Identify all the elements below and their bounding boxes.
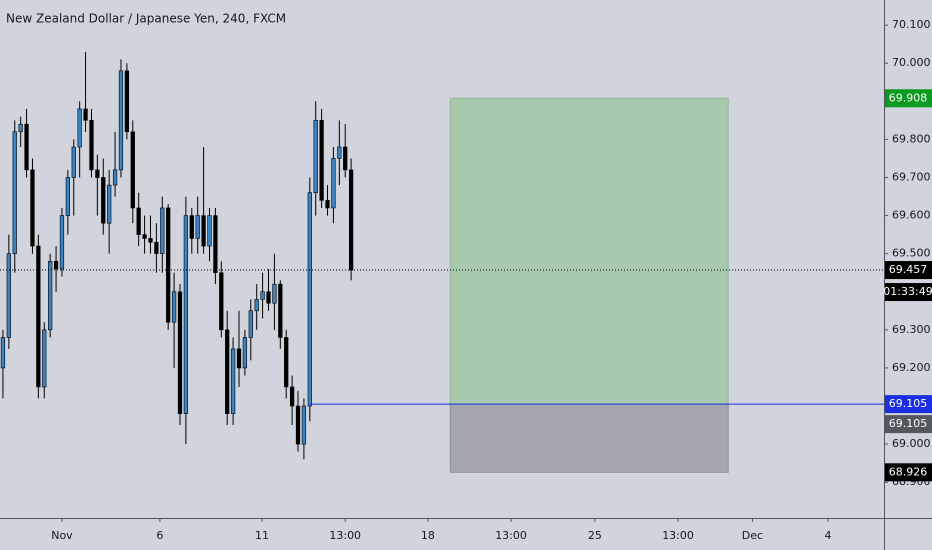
y-tick-label: 69.800 — [892, 132, 931, 145]
candle-body — [95, 169, 100, 178]
y-tick-label: 69.300 — [892, 323, 931, 336]
candle-body — [89, 120, 94, 171]
candle-body — [278, 283, 283, 338]
candle-body — [337, 146, 342, 159]
y-tick-label: 69.600 — [892, 209, 931, 222]
candle-body — [166, 207, 171, 323]
candle-body — [107, 184, 112, 224]
plot-area — [0, 51, 884, 473]
candle-body — [130, 131, 135, 209]
candle-body — [65, 177, 70, 216]
candle-body — [124, 70, 130, 133]
candle-body — [325, 200, 330, 209]
candle-body — [201, 215, 206, 247]
chart-title: New Zealand Dollar / Japanese Yen, 240, … — [6, 12, 286, 26]
candle-body — [171, 291, 177, 323]
candle-body — [18, 123, 23, 133]
y-tick-label: 70.100 — [892, 18, 931, 31]
candle-body — [12, 131, 17, 254]
candle-body — [42, 329, 47, 388]
candle-body — [331, 158, 336, 209]
stop-badge-label: 68.926 — [889, 465, 928, 478]
candle-body — [248, 310, 253, 338]
candle-body — [295, 405, 301, 445]
candle-body — [142, 234, 147, 239]
candle-body — [307, 192, 312, 407]
y-tick-label: 69.500 — [892, 247, 931, 260]
entry-badge-label: 69.105 — [889, 417, 928, 430]
candle-body — [289, 386, 295, 407]
candle-body — [183, 215, 189, 414]
candle-body — [112, 169, 118, 186]
candle-body — [160, 207, 165, 254]
y-tick-label: 69.000 — [892, 437, 931, 450]
loss-zone — [449, 403, 729, 473]
candle-body — [225, 329, 230, 414]
candle-body — [30, 169, 35, 247]
candle-body — [189, 215, 194, 239]
profit-zone — [449, 97, 729, 405]
candle-body — [313, 120, 318, 194]
candle-body — [0, 337, 6, 369]
candle-body — [260, 291, 265, 300]
candle-body — [213, 215, 218, 274]
x-tick-label: 13:00 — [662, 529, 694, 542]
candle-body — [53, 260, 59, 270]
target-badge — [885, 89, 932, 108]
countdown-badge — [885, 283, 932, 302]
x-tick-label: 13:00 — [329, 529, 361, 542]
candle-body — [301, 405, 307, 445]
candle-body — [319, 120, 324, 201]
candle-body — [77, 108, 82, 148]
candle-body — [343, 146, 348, 171]
candle-body — [48, 260, 53, 331]
candle-body — [83, 108, 88, 121]
entry-badge — [885, 415, 932, 434]
candle-body — [266, 291, 271, 304]
last-price-badge-label: 69.457 — [889, 263, 928, 276]
target-badge-label: 69.908 — [889, 91, 928, 104]
candle-body — [219, 272, 224, 331]
candle-body — [101, 177, 106, 224]
candle-body — [284, 337, 289, 388]
candle-body — [207, 215, 212, 247]
candle-body — [195, 215, 200, 239]
candle-body — [71, 146, 76, 178]
x-tick-label: Nov — [51, 529, 73, 542]
candle-body — [230, 348, 236, 414]
stop-badge — [885, 463, 932, 482]
x-tick-label: 25 — [588, 529, 602, 542]
x-tick-label: 6 — [156, 529, 163, 542]
candle-body — [24, 123, 29, 171]
candle-body — [254, 299, 259, 312]
countdown-label: 01:33:49 — [883, 285, 932, 298]
x-tick-label: 13:00 — [495, 529, 527, 542]
candle-body — [177, 291, 183, 414]
last-price-badge — [885, 261, 932, 280]
x-tick-label: 11 — [255, 529, 269, 542]
candle-body — [136, 207, 141, 235]
candle-body — [236, 348, 242, 369]
candle-body — [348, 169, 354, 271]
candle-body — [148, 238, 153, 243]
candle-body — [272, 283, 277, 304]
entry-line-badge-label: 69.105 — [889, 397, 928, 410]
candle-body — [118, 70, 124, 171]
candle-body — [242, 337, 248, 369]
candle-body — [59, 215, 65, 270]
y-tick-label: 69.200 — [892, 361, 931, 374]
candle-body — [36, 245, 41, 388]
x-tick-label: 4 — [824, 529, 831, 542]
entry-line-badge — [885, 395, 932, 414]
y-tick-label: 69.700 — [892, 170, 931, 183]
candle-body — [6, 253, 11, 338]
y-tick-label: 70.000 — [892, 56, 931, 69]
x-tick-label: 18 — [421, 529, 435, 542]
x-tick-label: Dec — [742, 529, 763, 542]
candle-body — [154, 241, 159, 254]
